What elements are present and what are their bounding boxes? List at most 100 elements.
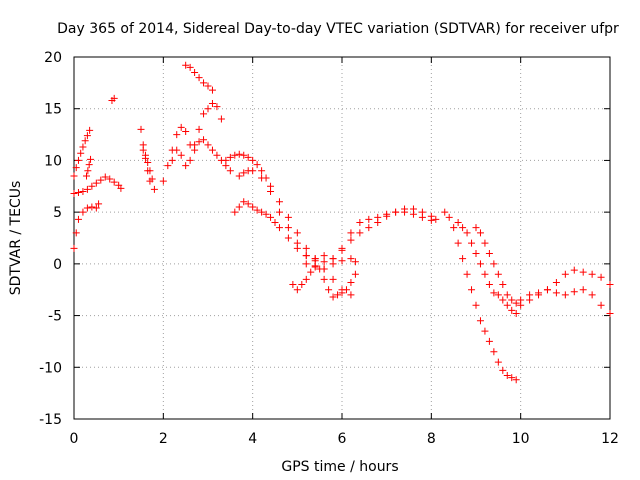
data-point — [468, 286, 476, 294]
data-point — [244, 200, 252, 208]
data-point — [579, 268, 587, 276]
data-point — [316, 265, 324, 273]
data-point — [298, 281, 306, 289]
data-point — [329, 255, 337, 263]
y-tick-labels: -15 -10 -5 0 5 10 15 20 — [39, 50, 62, 428]
data-point — [552, 289, 560, 297]
data-point — [173, 146, 181, 154]
data-point — [70, 244, 78, 252]
data-point — [490, 260, 498, 268]
data-point — [222, 156, 230, 164]
data-point — [490, 289, 498, 297]
data-point — [139, 146, 147, 154]
data-point — [72, 164, 80, 172]
series-arc-l — [235, 167, 435, 273]
data-point — [289, 281, 297, 289]
data-point — [463, 229, 471, 237]
data-point — [459, 224, 467, 232]
data-point — [137, 125, 145, 133]
data-point — [141, 151, 149, 159]
data-point — [499, 281, 507, 289]
data-point — [293, 244, 301, 252]
data-point — [92, 179, 100, 187]
data-point — [334, 291, 342, 299]
data-point — [320, 258, 328, 266]
data-point — [512, 299, 520, 307]
data-point — [427, 216, 435, 224]
data-point — [249, 156, 257, 164]
data-point — [606, 310, 614, 318]
data-point — [258, 208, 266, 216]
data-point — [481, 270, 489, 278]
data-point — [213, 151, 221, 159]
data-point — [191, 141, 199, 149]
data-point — [329, 293, 337, 301]
series-arc-k — [222, 150, 440, 266]
x-tick-label: 8 — [427, 431, 436, 447]
data-point — [526, 291, 534, 299]
data-point — [177, 123, 185, 131]
data-point — [95, 200, 103, 208]
data-point — [517, 296, 525, 304]
data-point — [472, 301, 480, 309]
data-point — [347, 255, 355, 263]
data-point — [117, 184, 125, 192]
data-point — [499, 296, 507, 304]
data-point — [508, 306, 516, 314]
data-point — [311, 262, 319, 270]
x-tick-label: 4 — [248, 431, 257, 447]
data-point — [485, 281, 493, 289]
grid-lines — [74, 57, 610, 419]
data-point — [70, 190, 78, 198]
data-point — [445, 213, 453, 221]
data-point — [208, 146, 216, 154]
data-point — [512, 310, 520, 318]
x-axis-label: GPS time / hours — [281, 459, 398, 475]
data-point — [485, 337, 493, 345]
data-point — [338, 289, 346, 297]
data-point — [83, 172, 91, 180]
data-point — [503, 301, 511, 309]
series-arc-m — [231, 198, 355, 299]
data-point — [195, 74, 203, 82]
data-point — [588, 270, 596, 278]
data-point — [87, 155, 95, 163]
data-point — [275, 198, 283, 206]
data-point — [159, 177, 167, 185]
data-point — [144, 158, 152, 166]
data-point — [293, 229, 301, 237]
series-arc-c — [70, 200, 103, 252]
data-point — [249, 167, 257, 175]
y-tick-label: 15 — [44, 102, 62, 118]
data-point — [347, 229, 355, 237]
data-point — [88, 203, 96, 211]
data-point — [271, 218, 279, 226]
data-point — [235, 172, 243, 180]
data-point — [351, 270, 359, 278]
data-point — [226, 167, 234, 175]
series-arc-d — [83, 155, 95, 180]
data-point — [258, 174, 266, 182]
data-point — [499, 366, 507, 374]
data-point — [186, 63, 194, 71]
data-point — [284, 224, 292, 232]
y-tick-label: 0 — [53, 257, 62, 273]
data-point — [494, 358, 502, 366]
data-point — [454, 218, 462, 226]
data-point — [468, 239, 476, 247]
data-point — [311, 255, 319, 263]
data-point — [244, 153, 252, 161]
data-point — [293, 286, 301, 294]
y-tick-label: 5 — [53, 205, 62, 221]
data-point — [164, 162, 172, 170]
data-point — [481, 327, 489, 335]
data-point — [74, 188, 82, 196]
data-point — [70, 172, 78, 180]
data-point — [110, 94, 118, 102]
data-point — [195, 125, 203, 133]
y-axis-label: SDTVAR / TECUs — [8, 181, 24, 296]
data-point — [561, 291, 569, 299]
data-point — [284, 213, 292, 221]
data-point — [191, 69, 199, 77]
